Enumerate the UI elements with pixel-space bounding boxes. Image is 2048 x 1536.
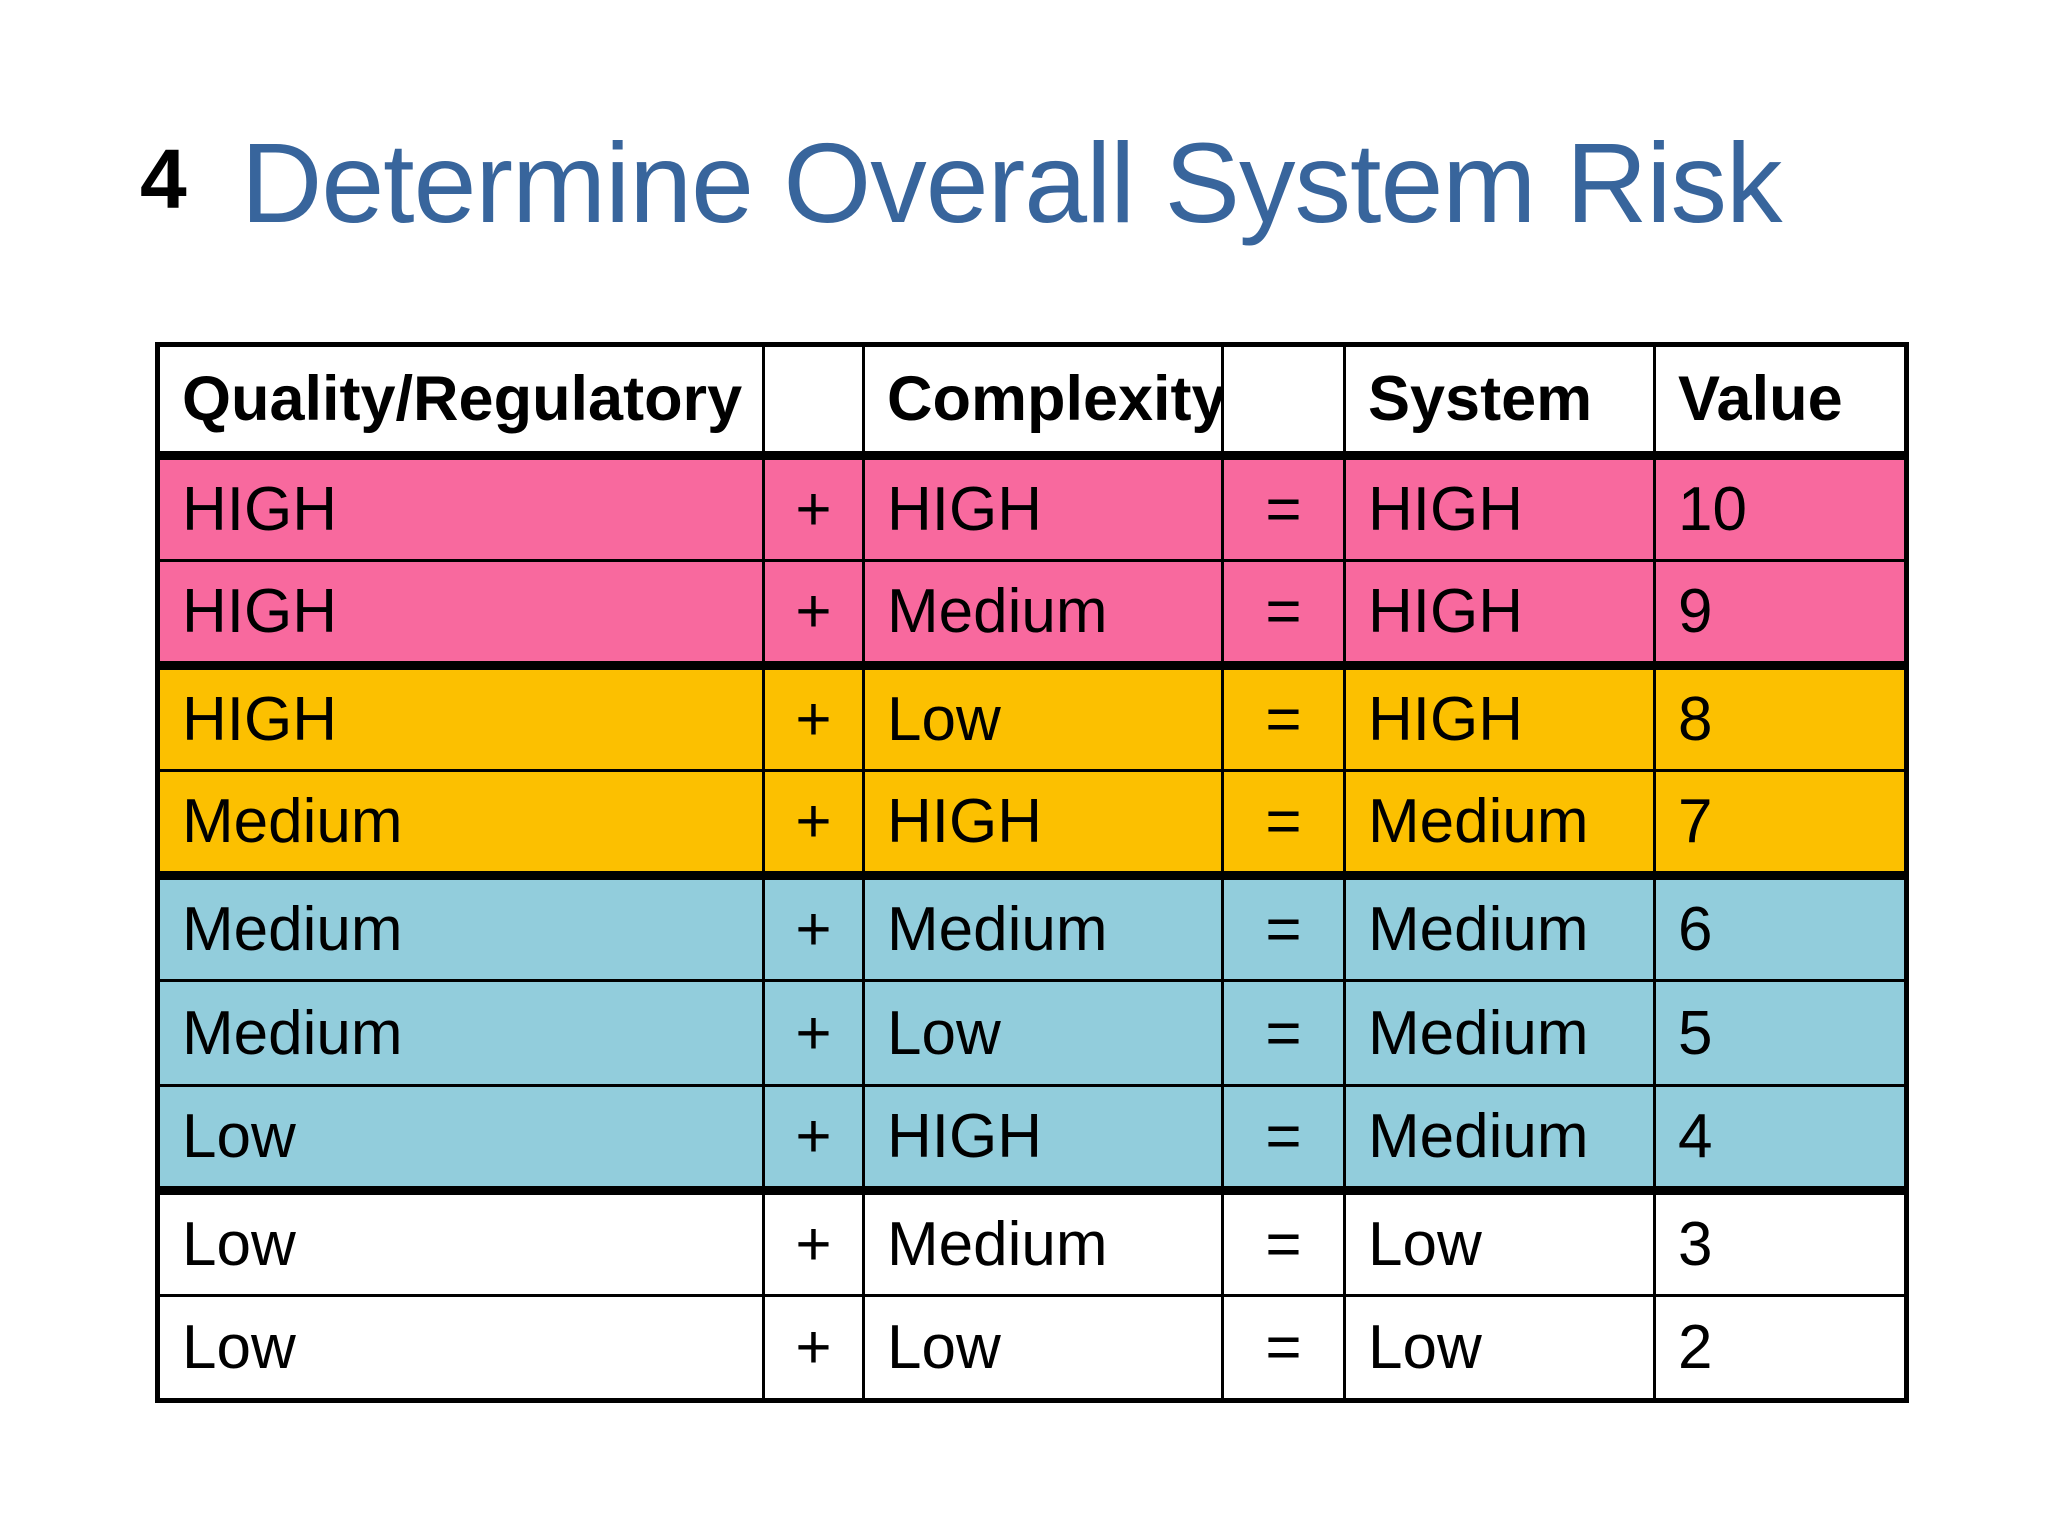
- cell-system: HIGH: [1343, 559, 1656, 670]
- cell-system: Medium: [1343, 874, 1656, 982]
- cell-complexity: Low: [862, 664, 1224, 772]
- header-complexity: Complexity: [862, 343, 1224, 460]
- cell-equals: =: [1221, 664, 1346, 772]
- cell-complexity: HIGH: [862, 769, 1224, 880]
- header-system: System: [1343, 343, 1656, 460]
- risk-table: Quality/Regulatory Complexity System Value …: [155, 342, 1909, 1403]
- header-value: Value: [1653, 343, 1908, 460]
- table-row: Low + Low = Low 2: [156, 1294, 1908, 1402]
- cell-system: Medium: [1343, 1084, 1656, 1195]
- cell-system: Medium: [1343, 769, 1656, 880]
- cell-quality: Medium: [156, 979, 765, 1087]
- cell-quality: Low: [156, 1189, 765, 1297]
- cell-complexity: Low: [862, 1294, 1224, 1402]
- cell-quality: Low: [156, 1294, 765, 1402]
- cell-system: Medium: [1343, 979, 1656, 1087]
- cell-plus: +: [762, 1084, 865, 1195]
- table-row: Medium + Low = Medium 5: [156, 979, 1908, 1087]
- cell-plus: +: [762, 979, 865, 1087]
- cell-plus: +: [762, 454, 865, 562]
- cell-equals: =: [1221, 979, 1346, 1087]
- cell-plus: +: [762, 1294, 865, 1402]
- cell-complexity: HIGH: [862, 454, 1224, 562]
- cell-plus: +: [762, 664, 865, 772]
- cell-plus: +: [762, 1189, 865, 1297]
- cell-system: Low: [1343, 1294, 1656, 1402]
- cell-value: 9: [1653, 559, 1908, 670]
- cell-quality: HIGH: [156, 454, 765, 562]
- table-row: HIGH + Low = HIGH 8: [156, 664, 1908, 772]
- cell-value: 6: [1653, 874, 1908, 982]
- cell-quality: HIGH: [156, 664, 765, 772]
- cell-equals: =: [1221, 1189, 1346, 1297]
- cell-system: HIGH: [1343, 664, 1656, 772]
- cell-quality: Low: [156, 1084, 765, 1195]
- cell-value: 3: [1653, 1189, 1908, 1297]
- table-row: Medium + HIGH = Medium 7: [156, 769, 1908, 880]
- cell-quality: HIGH: [156, 559, 765, 670]
- header-equals-spacer: [1221, 343, 1346, 460]
- title-row: 4 Determine Overall System Risk: [140, 118, 1783, 248]
- table-row: HIGH + Medium = HIGH 9: [156, 559, 1908, 670]
- cell-equals: =: [1221, 874, 1346, 982]
- cell-equals: =: [1221, 1294, 1346, 1402]
- cell-value: 8: [1653, 664, 1908, 772]
- cell-plus: +: [762, 874, 865, 982]
- cell-complexity: Medium: [862, 559, 1224, 670]
- table-body: HIGH + HIGH = HIGH 10 HIGH + Medium = HIGH 9 HIGH + Lo…: [156, 454, 1908, 1402]
- table-row: Low + HIGH = Medium 4: [156, 1084, 1908, 1195]
- table-header-row: Quality/Regulatory Complexity System Value: [156, 343, 1908, 460]
- cell-value: 5: [1653, 979, 1908, 1087]
- page-title: Determine Overall System Risk: [240, 120, 1783, 246]
- cell-complexity: Medium: [862, 874, 1224, 982]
- header-quality-regulatory: Quality/Regulatory: [156, 343, 765, 460]
- cell-plus: +: [762, 559, 865, 670]
- cell-equals: =: [1221, 559, 1346, 670]
- cell-quality: Medium: [156, 874, 765, 982]
- cell-system: Low: [1343, 1189, 1656, 1297]
- cell-system: HIGH: [1343, 454, 1656, 562]
- cell-equals: =: [1221, 769, 1346, 880]
- table-row: HIGH + HIGH = HIGH 10: [156, 454, 1908, 562]
- table-row: Medium + Medium = Medium 6: [156, 874, 1908, 982]
- header-plus-spacer: [762, 343, 865, 460]
- cell-value: 7: [1653, 769, 1908, 880]
- cell-value: 2: [1653, 1294, 1908, 1402]
- cell-value: 4: [1653, 1084, 1908, 1195]
- cell-value: 10: [1653, 454, 1908, 562]
- cell-complexity: Low: [862, 979, 1224, 1087]
- slide-number: 4: [140, 132, 187, 226]
- cell-equals: =: [1221, 1084, 1346, 1195]
- cell-equals: =: [1221, 454, 1346, 562]
- cell-complexity: Medium: [862, 1189, 1224, 1297]
- table-row: Low + Medium = Low 3: [156, 1189, 1908, 1297]
- cell-plus: +: [762, 769, 865, 880]
- cell-quality: Medium: [156, 769, 765, 880]
- cell-complexity: HIGH: [862, 1084, 1224, 1195]
